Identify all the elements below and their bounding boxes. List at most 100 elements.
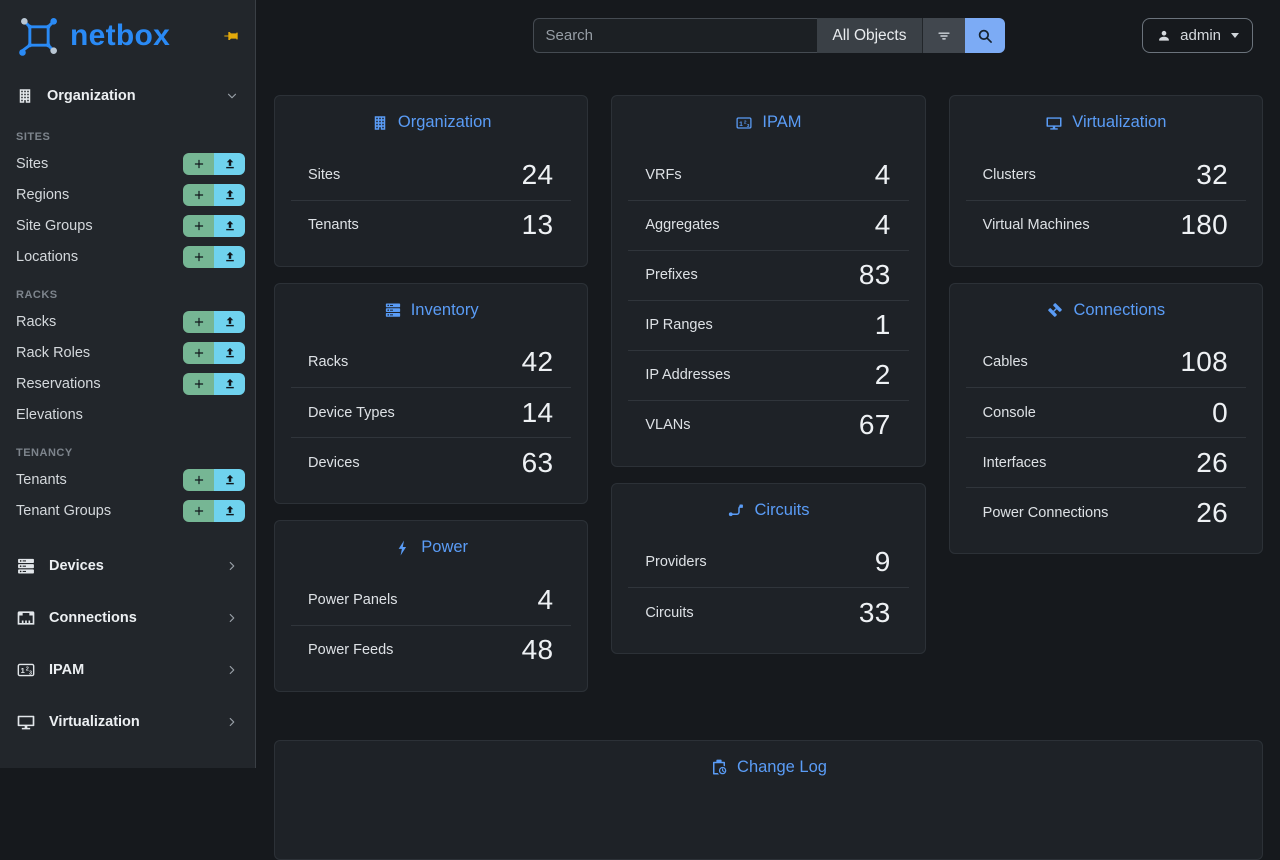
search-icon <box>976 27 994 45</box>
stat-row: Aggregates 4 <box>628 199 909 250</box>
menu-label: Connections <box>49 610 137 626</box>
stat-value[interactable]: 14 <box>521 396 554 428</box>
user-label: admin <box>1180 27 1221 44</box>
search-scope-select[interactable]: All Objects <box>817 18 922 53</box>
stat-row: Providers 9 <box>628 537 908 587</box>
card-organization: Organization Sites 24 Tenants 13 <box>274 95 589 267</box>
sidebar-logo-row: netbox <box>0 0 255 72</box>
stat-row: VRFs 4 <box>628 150 908 200</box>
sidebar-link-reservations[interactable]: Reservations <box>16 375 101 392</box>
sidebar-link-locations[interactable]: Locations <box>16 248 79 265</box>
card-circuits-link[interactable]: Circuits <box>727 501 810 520</box>
stat-value[interactable]: 108 <box>1180 346 1228 377</box>
sidebar-link-sites[interactable]: Sites <box>16 155 49 172</box>
stat-value[interactable]: 24 <box>521 158 554 190</box>
import-button[interactable] <box>214 468 245 491</box>
netbox-logo[interactable]: netbox <box>17 14 170 58</box>
stat-value[interactable]: 33 <box>858 596 891 628</box>
stat-value[interactable]: 4 <box>874 158 891 190</box>
add-button[interactable] <box>183 468 214 491</box>
stat-value[interactable]: 32 <box>1196 158 1228 190</box>
import-button[interactable] <box>214 214 245 237</box>
stat-value[interactable]: 13 <box>521 209 554 240</box>
sidebar-link-tenant-groups[interactable]: Tenant Groups <box>16 502 112 519</box>
card-connections-link[interactable]: Connections <box>1046 301 1165 320</box>
sidebar-menu-ipam[interactable]: IPAM <box>0 644 255 696</box>
rack-icon <box>384 301 402 319</box>
card-virtualization-link[interactable]: Virtualization <box>1045 113 1166 132</box>
search-button[interactable] <box>964 18 1005 53</box>
sidebar-link-site-groups[interactable]: Site Groups <box>16 217 93 234</box>
sidebar-item-sites: Sites <box>0 148 255 179</box>
card-organization-link[interactable]: Organization <box>371 113 491 132</box>
stat-value[interactable]: 9 <box>874 546 891 577</box>
dashboard-columns: Organization Sites 24 Tenants 13 Invento… <box>274 95 1263 708</box>
sidebar-link-regions[interactable]: Regions <box>16 186 70 203</box>
add-button[interactable] <box>183 152 214 175</box>
import-button[interactable] <box>214 372 245 395</box>
import-button[interactable] <box>214 183 245 206</box>
chevron-right-icon <box>225 715 239 729</box>
sidebar-menu-virtualization[interactable]: Virtualization <box>0 696 255 748</box>
stat-label: Console <box>982 404 1036 421</box>
card-inventory-link[interactable]: Inventory <box>384 301 479 320</box>
upload-icon <box>223 504 237 518</box>
stat-value[interactable]: 1 <box>874 309 891 340</box>
sidebar-link-rack-roles[interactable]: Rack Roles <box>16 344 91 361</box>
add-button[interactable] <box>183 341 214 364</box>
quick-buttons <box>183 341 245 364</box>
stat-value[interactable]: 4 <box>874 209 891 240</box>
monitor-icon <box>16 712 36 732</box>
chevron-right-icon <box>225 663 239 677</box>
filter-icon <box>935 27 953 45</box>
import-button[interactable] <box>214 341 245 364</box>
counter-icon <box>16 660 36 680</box>
card-changelog-link[interactable]: Change Log <box>710 758 827 777</box>
add-button[interactable] <box>183 310 214 333</box>
add-button[interactable] <box>183 372 214 395</box>
search-input[interactable] <box>532 18 818 53</box>
ethernet-icon <box>16 608 36 628</box>
add-button[interactable] <box>183 245 214 268</box>
user-menu-button[interactable]: admin <box>1142 18 1253 53</box>
sidebar-menu-devices[interactable]: Devices <box>0 540 255 592</box>
stat-value[interactable]: 83 <box>858 259 891 290</box>
column-2: IPAM VRFs 4 Aggregates 4 Prefixes 83 IP … <box>611 95 926 708</box>
plus-icon <box>192 504 206 518</box>
add-button[interactable] <box>183 214 214 237</box>
add-button[interactable] <box>183 499 214 522</box>
sidebar-menu-connections[interactable]: Connections <box>0 592 255 644</box>
stat-value[interactable]: 2 <box>874 359 891 390</box>
organization-icon <box>371 114 389 132</box>
sidebar-link-racks[interactable]: Racks <box>16 313 57 330</box>
sidebar-link-elevations[interactable]: Elevations <box>16 406 83 423</box>
stat-value[interactable]: 0 <box>1212 396 1228 428</box>
stat-row: Devices 63 <box>291 437 572 487</box>
stat-value[interactable]: 26 <box>1196 496 1228 528</box>
card-power-link[interactable]: Power <box>394 538 468 557</box>
card-circuits: Circuits Providers 9 Circuits 33 <box>611 482 926 654</box>
upload-icon <box>223 315 237 329</box>
stat-value[interactable]: 48 <box>521 634 554 665</box>
card-ipam-link[interactable]: IPAM <box>735 113 802 132</box>
stat-value[interactable]: 26 <box>1196 446 1228 478</box>
stat-row: VLANs 67 <box>628 399 909 450</box>
stat-label: Circuits <box>645 604 694 621</box>
add-button[interactable] <box>183 183 214 206</box>
stat-value[interactable]: 67 <box>858 409 891 440</box>
sidebar-pin-button[interactable] <box>223 28 239 44</box>
stat-value[interactable]: 42 <box>521 346 554 377</box>
filter-button[interactable] <box>921 18 965 53</box>
menu-label: Organization <box>47 88 136 104</box>
monitor-icon <box>1045 114 1063 132</box>
import-button[interactable] <box>214 245 245 268</box>
sidebar-menu-organization[interactable]: Organization <box>0 78 255 114</box>
sidebar-link-tenants[interactable]: Tenants <box>16 471 67 488</box>
stat-value[interactable]: 4 <box>537 583 554 615</box>
stat-value[interactable]: 63 <box>521 446 554 478</box>
stat-value[interactable]: 180 <box>1180 209 1228 240</box>
import-button[interactable] <box>214 310 245 333</box>
import-button[interactable] <box>214 152 245 175</box>
stat-label: Prefixes <box>645 267 698 283</box>
import-button[interactable] <box>214 499 245 522</box>
